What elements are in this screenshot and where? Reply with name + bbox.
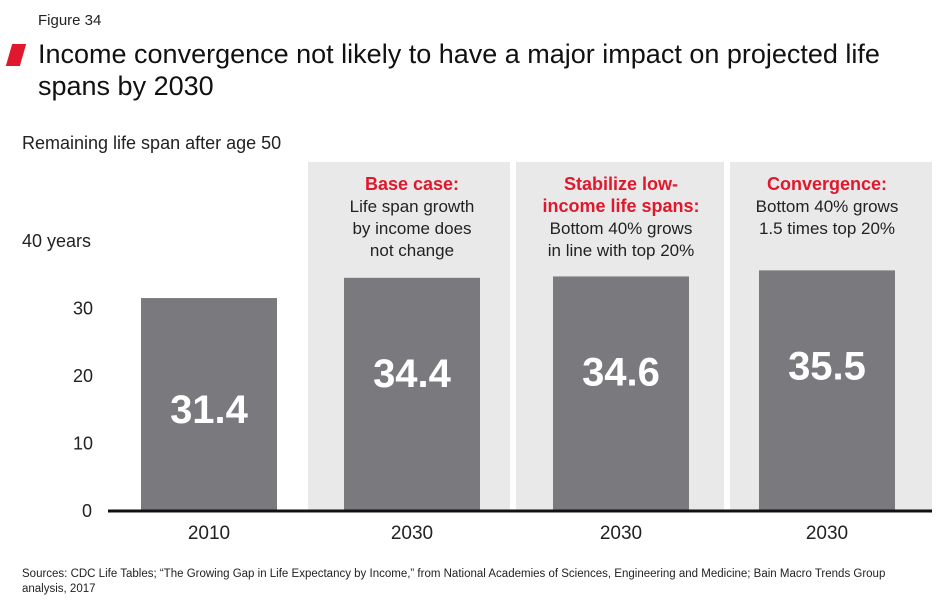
y-tick-label: 30 [73, 299, 93, 319]
y-tick-label: 10 [73, 434, 93, 454]
bar-value-label: 34.4 [373, 352, 452, 396]
y-tick-label: 20 [73, 366, 93, 386]
x-tick-label: 2030 [391, 523, 433, 544]
chart-title: Income convergence not likely to have a … [38, 39, 880, 101]
scenario-description: 1.5 times top 20% [759, 219, 895, 238]
bar [759, 270, 895, 510]
x-tick-label: 2030 [806, 523, 848, 544]
bar-value-label: 34.6 [582, 350, 660, 394]
bar [141, 298, 277, 510]
y-tick-label: 40 years [22, 231, 91, 251]
scenario-description: in line with top 20% [548, 241, 694, 260]
figure-label: Figure 34 [38, 12, 102, 29]
bar-value-label: 35.5 [788, 344, 866, 388]
bar-value-label: 31.4 [170, 388, 249, 432]
scenario-description: Life span growth [350, 197, 475, 216]
scenario-description: Bottom 40% grows [756, 197, 899, 216]
scenario-description: not change [370, 241, 454, 260]
sources-note: Sources: CDC Life Tables; “The Growing G… [22, 568, 886, 595]
scenario-heading: income life spans: [542, 196, 699, 216]
bar [344, 277, 480, 510]
y-axis-label: Remaining life span after age 50 [22, 133, 282, 153]
x-tick-label: 2030 [600, 523, 642, 544]
scenario-heading: Base case: [365, 174, 459, 194]
bar [553, 276, 689, 510]
scenario-heading: Stabilize low- [564, 174, 678, 194]
scenario-description: by income does [352, 219, 471, 238]
scenario-description: Bottom 40% grows [550, 219, 693, 238]
scenario-heading: Convergence: [767, 174, 887, 194]
y-tick-label: 0 [82, 501, 92, 521]
x-tick-label: 2010 [188, 523, 230, 544]
